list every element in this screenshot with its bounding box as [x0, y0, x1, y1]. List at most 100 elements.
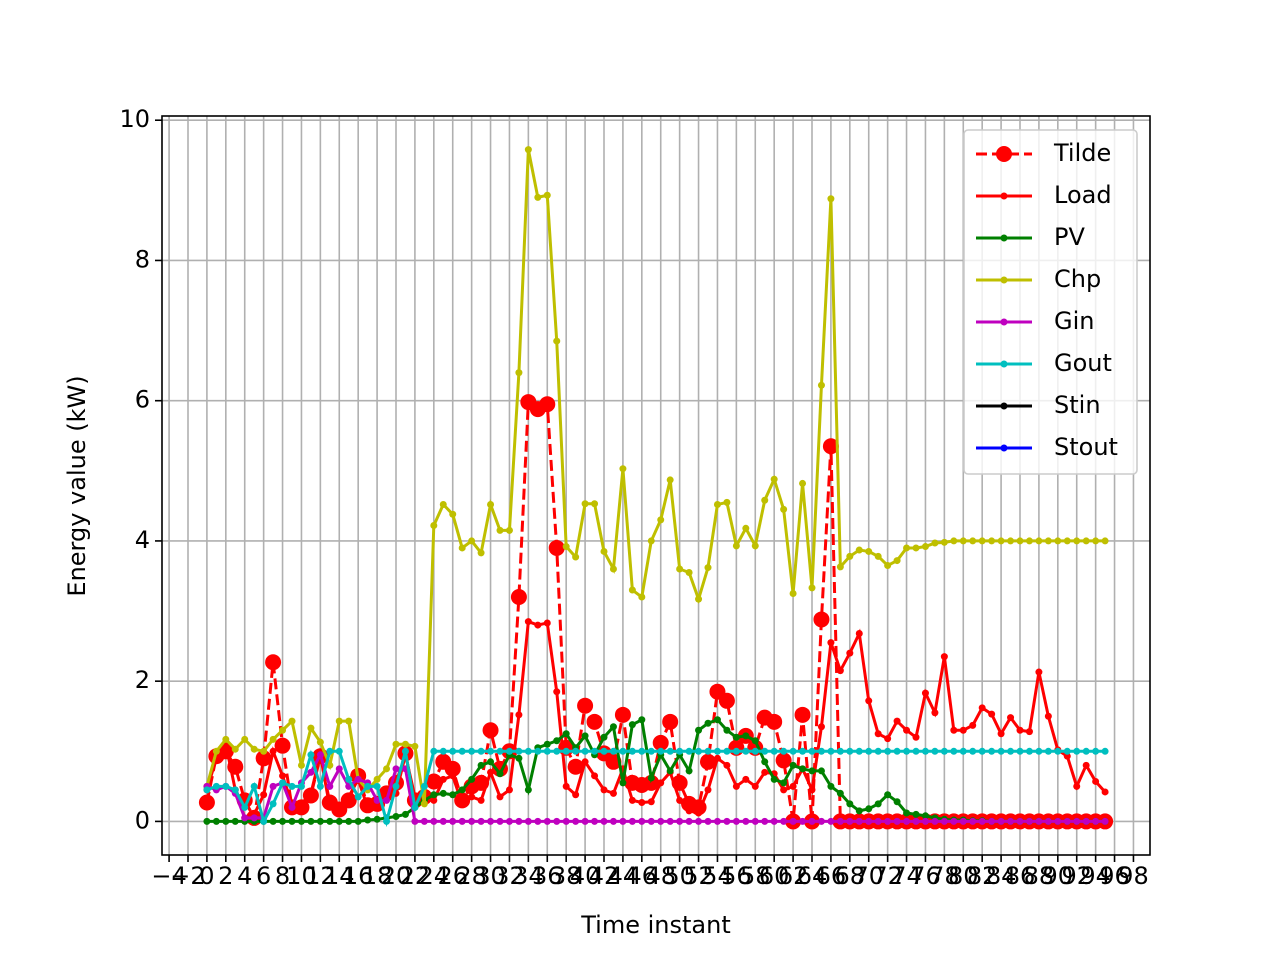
data-point [950, 726, 958, 734]
data-point [817, 817, 825, 825]
data-point [761, 747, 769, 755]
data-point [231, 786, 239, 794]
data-point [401, 810, 409, 818]
data-point [855, 747, 863, 755]
data-point [921, 689, 929, 697]
data-point [203, 817, 211, 825]
data-point [297, 800, 305, 808]
data-point [865, 805, 873, 813]
data-point [487, 768, 495, 776]
x-tick-label: 30 [475, 862, 506, 890]
data-point [326, 761, 334, 769]
data-point [430, 747, 438, 755]
data-point [316, 738, 324, 746]
data-point [959, 817, 967, 825]
data-point [988, 537, 996, 545]
data-point [354, 793, 362, 801]
data-point [250, 814, 258, 822]
data-point [1092, 777, 1100, 785]
data-point [335, 817, 343, 825]
data-point [799, 747, 807, 755]
data-point [1035, 817, 1043, 825]
data-point [586, 713, 603, 730]
x-tick-label: 58 [740, 862, 771, 890]
data-point [695, 595, 703, 603]
x-tick-label: 24 [419, 862, 450, 890]
legend: Tilde Load PV Chp Gin Gout Stin Stout [963, 129, 1138, 475]
data-point [893, 747, 901, 755]
data-point [288, 803, 296, 811]
x-tick-label: 82 [967, 862, 998, 890]
legend-marker [996, 146, 1012, 162]
x-tick-label: 14 [324, 862, 355, 890]
data-point [345, 793, 353, 801]
data-point [855, 629, 863, 637]
data-point [543, 747, 551, 755]
data-point [770, 747, 778, 755]
data-point [269, 782, 277, 790]
data-point [921, 747, 929, 755]
data-point [676, 796, 684, 804]
data-point [524, 146, 532, 154]
data-point [978, 817, 986, 825]
x-tick-label: −4 [151, 862, 186, 890]
data-point [212, 817, 220, 825]
data-point [212, 782, 220, 790]
data-point [354, 775, 362, 783]
data-point [609, 817, 617, 825]
data-point [212, 747, 220, 755]
data-point [307, 789, 315, 797]
data-point [515, 754, 523, 762]
data-point [411, 742, 419, 750]
data-point [685, 817, 693, 825]
x-tick-label: 78 [929, 862, 960, 890]
x-axis-label: Time instant [580, 911, 730, 939]
data-point [543, 817, 551, 825]
data-point [335, 717, 343, 725]
data-point [335, 803, 343, 811]
data-point [449, 772, 457, 780]
data-point [260, 791, 268, 799]
data-point [1063, 817, 1071, 825]
data-point [1016, 726, 1024, 734]
data-point [260, 817, 268, 825]
data-point [676, 565, 684, 573]
data-point [978, 747, 986, 755]
data-point [789, 590, 797, 598]
data-point [1025, 728, 1033, 736]
data-point [591, 772, 599, 780]
data-point [732, 817, 740, 825]
data-point [940, 747, 948, 755]
data-point [553, 737, 561, 745]
data-point [751, 747, 759, 755]
data-point [515, 369, 523, 377]
data-point [411, 817, 419, 825]
data-point [638, 817, 646, 825]
data-point [373, 775, 381, 783]
data-point [250, 745, 258, 753]
data-point [487, 747, 495, 755]
data-point [912, 544, 920, 552]
data-point [789, 782, 797, 790]
data-point [969, 747, 977, 755]
data-point [1073, 747, 1081, 755]
x-tick-label: 72 [872, 862, 903, 890]
data-point [723, 761, 731, 769]
data-point [903, 747, 911, 755]
x-tick-label: 90 [1043, 862, 1074, 890]
data-point [581, 747, 589, 755]
data-point [827, 747, 835, 755]
data-point [297, 782, 305, 790]
data-point [846, 747, 854, 755]
data-point [1054, 817, 1062, 825]
data-point [874, 730, 882, 738]
data-point [685, 568, 693, 576]
data-point [581, 817, 589, 825]
x-tick-label: 50 [664, 862, 695, 890]
x-tick-label: 8 [275, 862, 290, 890]
x-tick-label: 32 [494, 862, 525, 890]
data-point [799, 817, 807, 825]
data-point [581, 500, 589, 508]
data-point [817, 767, 825, 775]
x-tick-label: 44 [608, 862, 639, 890]
